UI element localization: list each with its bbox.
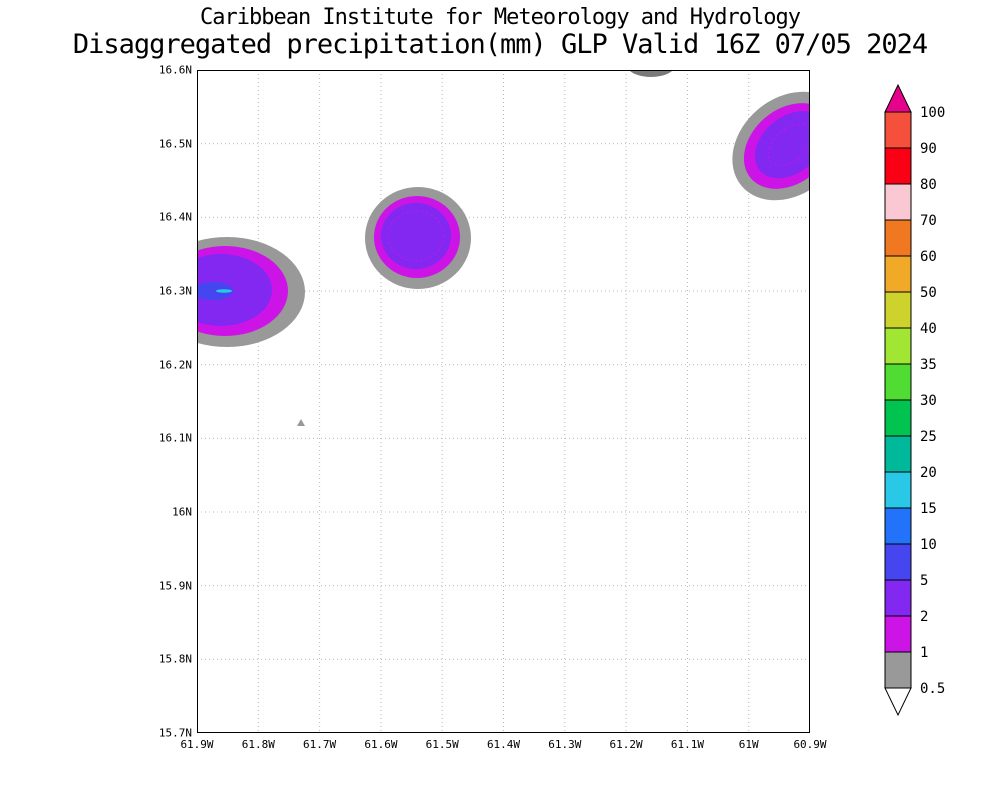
precip-cells <box>197 70 810 426</box>
chart-subtitle-institution: Caribbean Institute for Meteorology and … <box>199 5 801 30</box>
colorbar-segment <box>884 183 912 221</box>
y-tick-label: 16N <box>172 505 192 519</box>
colorbar-label: 5 <box>920 573 928 589</box>
y-tick-label: 15.9N <box>158 579 192 593</box>
x-tick-label: 60.9W <box>793 738 827 751</box>
colorbar-segment <box>884 507 912 545</box>
cell-shade-indigo <box>197 282 233 300</box>
colorbar-segment <box>884 651 912 689</box>
colorbar-label: 80 <box>920 177 937 193</box>
colorbar: 100 90 80 70 60 50 40 35 30 25 20 15 10 5 2 1 0.5 <box>884 83 964 722</box>
cell-inner-contour <box>767 123 810 166</box>
colorbar-segment <box>884 147 912 185</box>
colorbar-segment <box>884 255 912 293</box>
x-tick-label: 61.9W <box>180 738 214 751</box>
colorbar-label: 0.5 <box>920 681 945 697</box>
y-tick-label: 16.2N <box>158 358 192 372</box>
colorbar-svg: 100 90 80 70 60 50 40 35 30 25 20 15 10 5 2 1 0.5 <box>884 83 945 717</box>
y-tick-label: 16.1N <box>158 431 192 445</box>
colorbar-label: 2 <box>920 609 928 625</box>
y-tick-label: 16.3N <box>158 284 192 298</box>
colorbar-segment <box>884 399 912 437</box>
colorbar-label: 70 <box>920 213 937 229</box>
colorbar-segment <box>884 543 912 581</box>
map-plot: 16.6N 16.5N 16.4N 16.3N 16.2N 16.1N 16N 15.9N 15… <box>159 64 827 752</box>
colorbar-label: 15 <box>920 501 937 517</box>
colorbar-label: 35 <box>920 357 937 373</box>
colorbar-arrow-top-icon <box>884 83 912 113</box>
precip-cell-northeast <box>732 91 810 201</box>
precip-cell-north-edge <box>628 70 674 77</box>
y-tick-label: 16.5N <box>158 137 192 151</box>
colorbar-label: 1 <box>920 645 928 661</box>
x-axis-labels: 61.9W 61.8W 61.7W 61.6W 61.5W 61.4W 61.3W 61.2W… <box>180 70 826 751</box>
y-tick-label: 16.4N <box>158 210 192 224</box>
cell-shade-violet <box>381 203 451 269</box>
y-tick-label: 15.7N <box>158 726 192 740</box>
colorbar-label: 100 <box>920 105 945 121</box>
precip-cell-west <box>197 237 305 347</box>
colorbar-segment <box>884 435 912 473</box>
x-tick-label: 61.1W <box>670 738 704 751</box>
colorbar-label: 10 <box>920 537 937 553</box>
y-tick-label: 15.8N <box>158 652 192 666</box>
colorbar-segment <box>884 291 912 329</box>
x-tick-label: 61.3W <box>548 738 582 751</box>
colorbar-label: 50 <box>920 285 937 301</box>
colorbar-label: 20 <box>920 465 937 481</box>
colorbar-label: 40 <box>920 321 937 337</box>
colorbar-segment <box>884 327 912 365</box>
cell-shade-violet <box>197 254 272 326</box>
map-canvas <box>197 70 810 733</box>
colorbar-segment <box>884 219 912 257</box>
colorbar-arrow-bottom-icon <box>884 687 912 717</box>
colorbar-label: 60 <box>920 249 937 265</box>
x-tick-label: 61.7W <box>303 738 337 751</box>
x-tick-label: 61.4W <box>486 738 521 751</box>
colorbar-label: 25 <box>920 429 937 445</box>
colorbar-segment <box>884 615 912 653</box>
precip-speck <box>297 419 305 426</box>
y-tick-label: 16.6N <box>158 63 192 77</box>
colorbar-segment <box>884 363 912 401</box>
x-tick-label: 61.5W <box>425 738 459 751</box>
precip-cell-central <box>365 187 471 289</box>
cell-shade-violet <box>754 111 810 179</box>
x-tick-label: 61.2W <box>609 738 643 751</box>
colorbar-segment <box>884 111 912 149</box>
y-axis-labels: 16.6N 16.5N 16.4N 16.3N 16.2N 16.1N 16N 15.9N 15… <box>159 64 810 740</box>
colorbar-label: 90 <box>920 141 937 157</box>
x-tick-label: 61.8W <box>241 738 275 751</box>
cell-shade-cyan <box>216 289 232 293</box>
colorbar-segment <box>884 579 912 617</box>
chart-title: Disaggregated precipitation(mm) GLP Vali… <box>72 29 928 60</box>
x-tick-label: 61W <box>738 738 759 751</box>
cell-inner-contour <box>387 210 445 262</box>
colorbar-segment <box>884 471 912 509</box>
plot-border <box>197 70 810 733</box>
x-tick-label: 61.6W <box>364 738 398 751</box>
colorbar-label: 30 <box>920 393 937 409</box>
grid-lines <box>197 70 810 733</box>
